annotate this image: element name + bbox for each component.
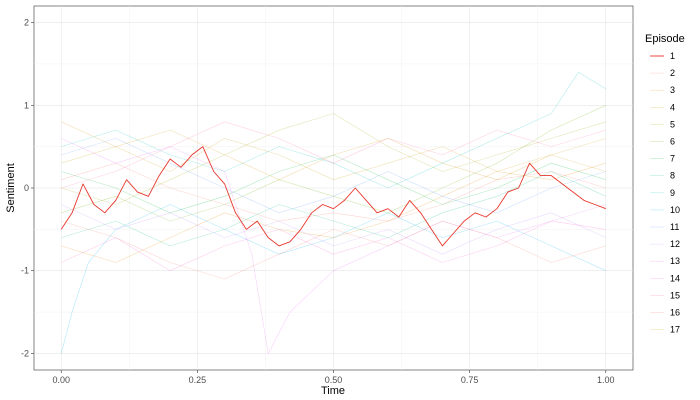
legend-label-12: 12	[670, 239, 680, 249]
episode-line-10	[60, 204, 606, 354]
legend-label-13: 13	[670, 256, 680, 266]
x-tick-label: 0.75	[461, 375, 479, 385]
episode-line-2	[61, 162, 606, 222]
episode-lines-highlighted	[60, 146, 606, 247]
grid-lines	[34, 6, 633, 370]
x-tick-label: 0.50	[325, 375, 343, 385]
legend-label-6: 6	[670, 137, 675, 147]
episode-line-17	[61, 121, 606, 180]
legend-label-4: 4	[670, 102, 675, 112]
legend-label-7: 7	[670, 154, 675, 164]
y-tick-label: 1	[24, 100, 29, 110]
legend-title: Episode	[645, 33, 685, 45]
y-tick-label: 0	[24, 183, 29, 193]
y-axis-title: Sentiment	[5, 163, 17, 213]
legend-label-2: 2	[670, 68, 675, 78]
episode-line-14	[61, 220, 606, 271]
episode-line-8	[61, 171, 606, 247]
episode-line-7	[61, 154, 606, 214]
episode-line-11	[61, 138, 606, 214]
episode-line-1	[60, 146, 606, 247]
x-axis-title: Time	[321, 385, 345, 397]
x-tick-label: 0.00	[52, 375, 70, 385]
x-axis-ticks: 0.00 0.25 0.50 0.75 1.00	[52, 370, 615, 385]
x-tick-label: 1.00	[597, 375, 615, 385]
legend-label-1: 1	[670, 51, 675, 61]
episode-line-9	[61, 71, 606, 189]
episode-lines-faint	[60, 71, 606, 354]
y-tick-label: -1	[21, 266, 29, 276]
legend-label-5: 5	[670, 119, 675, 129]
episode-line-5	[61, 113, 606, 205]
y-tick-label: -2	[21, 348, 29, 358]
episode-line-4	[61, 138, 606, 180]
y-axis-ticks: -2 -1 0 1 2	[21, 18, 34, 358]
legend-label-14: 14	[670, 273, 680, 283]
x-tick-label: 0.25	[189, 375, 207, 385]
episode-line-12	[61, 204, 606, 255]
episode-line-3	[61, 162, 606, 263]
legend-label-17: 17	[670, 325, 680, 335]
legend-label-15: 15	[670, 290, 680, 300]
episode-line-16	[61, 220, 606, 280]
legend-label-10: 10	[670, 205, 680, 215]
y-tick-label: 2	[24, 18, 29, 28]
legend-label-9: 9	[670, 188, 675, 198]
legend-label-8: 8	[670, 171, 675, 181]
episode-line-13	[61, 138, 606, 354]
episode-line-15	[61, 121, 606, 189]
legend-label-16: 16	[670, 308, 680, 318]
legend-label-11: 11	[670, 222, 679, 232]
episode-line-6	[61, 105, 606, 222]
legend-label-3: 3	[670, 85, 675, 95]
